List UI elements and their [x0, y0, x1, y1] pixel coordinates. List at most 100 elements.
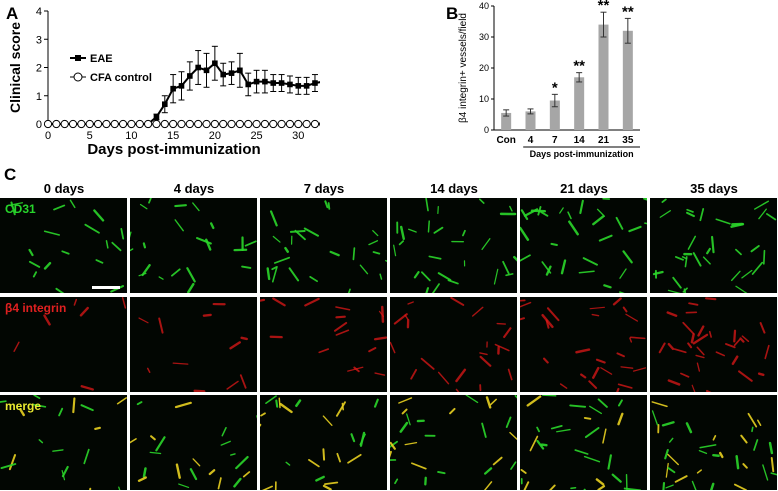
- vessel-segment: [241, 265, 252, 269]
- vessel-segment: [513, 255, 517, 262]
- vessel-segment: [192, 458, 201, 467]
- data-point-eae: [245, 81, 252, 88]
- data-point-eae: [278, 80, 285, 86]
- x-tick-label: 4: [528, 135, 534, 146]
- vessel-segment: [32, 271, 38, 278]
- micrograph-vessels: [651, 401, 777, 490]
- vessel-segment: [142, 467, 147, 478]
- vessel-segment: [567, 211, 572, 220]
- x-axis-label: Days post-immunization: [87, 141, 260, 158]
- vessel-segment: [155, 436, 166, 452]
- vessel-segment: [72, 397, 76, 414]
- x-tick-label: 25: [250, 130, 262, 142]
- vessel-segment: [733, 483, 747, 490]
- clinical-score-chart: 0123405101520253035Days post-immunizatio…: [7, 6, 320, 158]
- vessel-segment: [708, 330, 712, 338]
- vessel-segment: [770, 457, 775, 473]
- vessel-segment: [757, 372, 765, 377]
- vessel-segment: [602, 428, 607, 444]
- vessel-segment: [265, 395, 277, 404]
- data-point-cfa: [294, 119, 303, 129]
- vessel-segment: [352, 247, 356, 261]
- vessel-segment: [322, 484, 332, 490]
- micrograph-tile: merge: [0, 395, 127, 490]
- vessel-segment: [295, 399, 302, 408]
- micrograph-vessels: [658, 297, 770, 392]
- micrograph-vessels: [6, 199, 125, 293]
- data-point-eae: [253, 78, 260, 85]
- vessel-segment: [89, 487, 92, 490]
- vessel-segment: [595, 358, 606, 364]
- y-tick-label: 20: [479, 63, 489, 73]
- y-tick-label: 1: [36, 91, 42, 103]
- vessel-segment: [540, 211, 549, 217]
- vessel-segment: [390, 450, 392, 458]
- data-point-cfa: [244, 119, 253, 129]
- vessel-segment: [398, 397, 413, 404]
- vessel-segment: [489, 398, 497, 406]
- vessel-segment: [686, 211, 695, 218]
- vessel-segment: [682, 321, 695, 335]
- vessel-segment: [174, 219, 184, 232]
- vessel-segment: [672, 276, 682, 289]
- vessel-segment: [404, 442, 418, 446]
- vessel-segment: [289, 229, 306, 233]
- vessel-segment: [229, 453, 236, 456]
- vessel-segment: [674, 256, 684, 261]
- micrograph-tile: [650, 198, 777, 293]
- vessel-segment: [692, 252, 702, 267]
- vessel-segment: [592, 366, 600, 379]
- vessel-segment: [334, 321, 348, 332]
- vessel-segment: [309, 276, 318, 283]
- vessel-segment: [697, 325, 705, 337]
- data-point-eae: [270, 80, 277, 86]
- vessel-segment: [683, 288, 687, 293]
- vessel-segment: [754, 200, 770, 210]
- vessel-segment: [520, 317, 525, 321]
- vessel-segment: [472, 306, 484, 317]
- vessel-segment: [353, 366, 360, 373]
- data-point-cfa: [135, 119, 144, 129]
- vessel-segment: [596, 208, 606, 217]
- vessel-segment: [673, 348, 687, 354]
- vessel-segment: [740, 434, 748, 444]
- vessel-segment: [335, 329, 350, 336]
- y-tick-label: 30: [479, 32, 489, 42]
- vessel-segment: [407, 301, 414, 305]
- vessel-segment: [272, 297, 286, 307]
- vessel-segment: [399, 225, 405, 241]
- vessel-segment: [603, 284, 612, 289]
- data-point-cfa: [252, 119, 261, 129]
- micrograph-tile: [390, 395, 517, 490]
- vessel-segment: [437, 471, 446, 475]
- vessel-segment: [575, 348, 591, 354]
- vessel-segment: [239, 374, 247, 389]
- vessel-segment: [53, 204, 66, 211]
- data-point-eae: [220, 71, 226, 78]
- micrograph-vessels: [260, 395, 379, 490]
- vessel-segment: [580, 373, 587, 379]
- bar: [598, 24, 609, 131]
- vessel-segment: [288, 267, 300, 282]
- micrograph-tile: [520, 297, 647, 392]
- x-tick-label: 30: [292, 130, 304, 142]
- vessel-segment: [398, 240, 404, 246]
- vessel-segment: [28, 260, 41, 268]
- vessel-segment: [589, 306, 605, 310]
- data-point-cfa: [202, 119, 211, 129]
- bar: [622, 30, 633, 130]
- data-point-cfa: [269, 119, 278, 129]
- vessel-segment: [735, 248, 742, 256]
- vessel-segment: [556, 428, 571, 433]
- vessel-segment: [433, 226, 444, 234]
- vessel-segment: [52, 449, 64, 452]
- vessel-segment: [55, 287, 65, 293]
- vessel-segment: [401, 408, 408, 415]
- vessel-segment: [272, 235, 281, 243]
- vessel-segment: [756, 419, 762, 427]
- vessel-segment: [379, 273, 383, 280]
- vessel-segment: [118, 486, 121, 490]
- x-axis-label: Days post-immunization: [530, 149, 634, 159]
- vessel-segment: [692, 333, 709, 345]
- vessel-segment: [718, 451, 724, 459]
